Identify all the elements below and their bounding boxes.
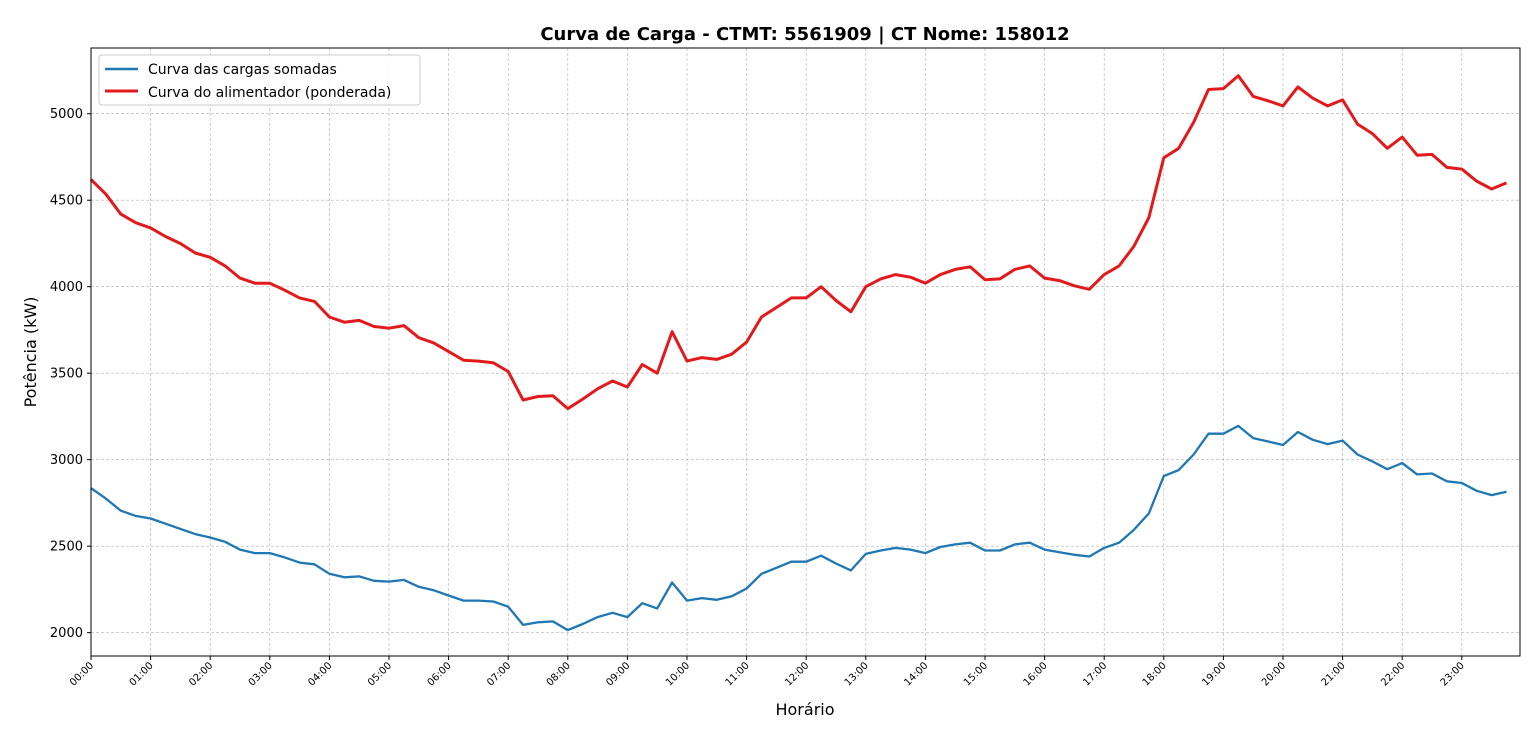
y-tick-label: 5000	[50, 107, 83, 122]
y-axis-ticks: 2000 2500 3000 3500 4000 4500 5000	[50, 107, 91, 641]
legend-label-alimentador: Curva do alimentador (ponderada)	[148, 85, 391, 101]
y-tick-label: 3000	[50, 453, 83, 468]
grid	[90, 48, 1520, 656]
legend-label-cargas: Curva das cargas somadas	[148, 62, 337, 78]
y-tick-label: 2500	[50, 540, 83, 555]
chart-title: Curva de Carga - CTMT: 5561909 | CT Nome…	[540, 24, 1069, 45]
y-tick-label: 4500	[50, 194, 83, 209]
plot-area	[90, 47, 1521, 657]
x-axis-label: Horário	[775, 700, 834, 719]
series-line-alimentador	[89, 74, 1508, 411]
series-lines	[89, 74, 1508, 632]
legend-box	[98, 54, 421, 106]
y-tick-label: 4000	[50, 280, 83, 295]
y-axis-label: Potência (kW)	[21, 297, 40, 408]
series-line-cargas	[90, 424, 1507, 632]
y-tick-label: 3500	[50, 367, 83, 382]
y-tick-label: 2000	[50, 626, 83, 641]
legend: Curva das cargas somadas Curva do alimen…	[98, 54, 421, 106]
